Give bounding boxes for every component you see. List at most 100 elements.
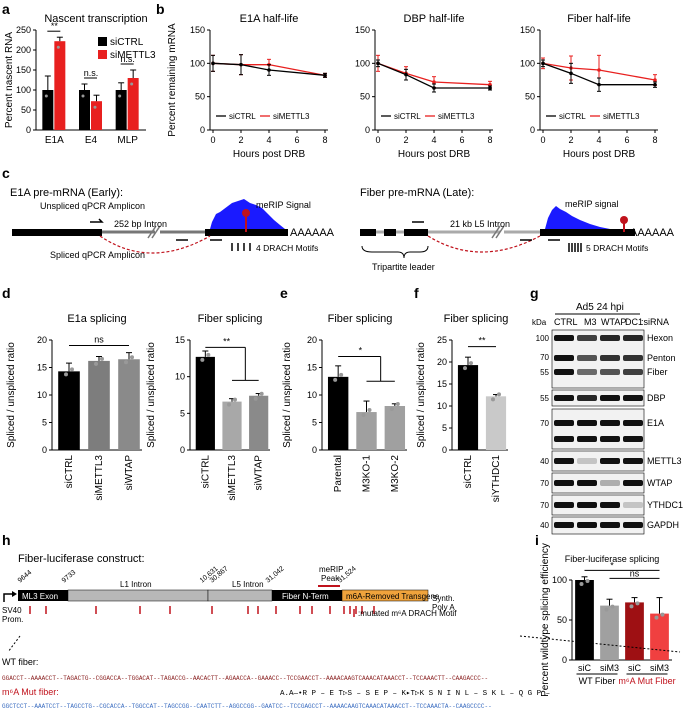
chart-e: Fiber splicing 0 5 10 15 20 Spliced / unsplice… xyxy=(282,313,407,492)
g-lane-1: CTRL xyxy=(554,317,578,327)
x-tick-label: 2 xyxy=(568,135,573,145)
y-tick-label: 200 xyxy=(16,45,31,55)
blot-band xyxy=(554,502,574,508)
e1a-exon1 xyxy=(12,229,102,236)
chart-title: Fiber half-life xyxy=(567,13,631,25)
h-polya: Poly A xyxy=(432,603,455,612)
data-point xyxy=(211,61,215,66)
fiber-break xyxy=(491,225,501,239)
x-tick-label: siYTHDC1 xyxy=(491,455,502,503)
series-line xyxy=(212,62,326,76)
legend-label-kd: siMETTL3 xyxy=(110,50,156,61)
promoter-arrow xyxy=(3,593,14,602)
panel-h-construct: Fiber-luciferase construct: SV40 Prom. M… xyxy=(2,553,681,710)
group-label: m⁶A Mut Fiber xyxy=(618,676,675,686)
blot-band xyxy=(577,355,597,361)
data-point xyxy=(597,82,601,87)
bar xyxy=(195,356,215,450)
legend-swatch-kd xyxy=(98,50,107,59)
blot-band xyxy=(623,458,643,464)
blot-band xyxy=(554,395,574,401)
x-tick-label: siWTAP xyxy=(254,455,265,491)
x-tick-label: 0 xyxy=(210,135,215,145)
data-point xyxy=(259,391,264,396)
x-tick-label: 6 xyxy=(624,135,629,145)
bar xyxy=(115,90,127,130)
y-axis-label: Percent nascent RNA xyxy=(4,32,15,128)
pos-1: 9644 xyxy=(17,569,34,584)
chart-title: Fiber splicing xyxy=(444,313,509,325)
x-tick-label: E4 xyxy=(85,135,98,146)
kda-marker: 55 xyxy=(540,368,549,377)
blot-band xyxy=(600,522,620,528)
zoom-line-left xyxy=(7,635,21,653)
data-point xyxy=(56,45,60,49)
e1a-merip-label: meRIP Signal xyxy=(256,200,311,210)
blot-label: DBP xyxy=(647,393,666,403)
bar xyxy=(222,401,242,450)
fiber-drach-label: 5 DRACH Motifs xyxy=(586,243,648,253)
y-tick-label: 5 xyxy=(180,408,185,418)
data-point xyxy=(395,402,400,406)
data-point xyxy=(130,355,134,360)
tpl-2 xyxy=(384,229,396,236)
bar xyxy=(650,613,669,660)
x-tick-label: siCTRL xyxy=(64,455,75,489)
blot-band xyxy=(600,369,620,375)
data-point xyxy=(463,366,467,371)
sig-label: ns xyxy=(630,568,640,578)
data-point xyxy=(124,360,128,365)
x-tick-label: 2 xyxy=(238,135,243,145)
blot-band xyxy=(577,369,597,375)
y-tick-label: 15 xyxy=(307,363,317,373)
fiber-nterm-label: Fiber N-Term xyxy=(282,592,329,601)
y-axis-label: Spliced / unspliced ratio xyxy=(6,342,17,448)
ml3-label: ML3 Exon xyxy=(22,592,58,601)
data-point xyxy=(94,361,98,366)
legend-label: siCTRL xyxy=(394,112,421,121)
kda-marker: 100 xyxy=(536,334,550,343)
x-tick-label: MLP xyxy=(117,135,138,146)
chart-d1: E1a splicing 0 5 10 15 20 Spliced / unspliced … xyxy=(6,313,142,501)
blot-band xyxy=(600,502,620,508)
blot-band xyxy=(554,436,574,442)
g-lane-3: WTAP xyxy=(601,317,626,327)
y-tick-label: 5 xyxy=(42,418,47,428)
wt-sequence: GGACCT--AAAACCT--TAGACTG--CGGACCA--TGGAC… xyxy=(2,675,488,682)
legend-swatch-ctrl xyxy=(98,37,107,46)
e1a-splice-arc xyxy=(99,235,211,254)
blot-band xyxy=(577,522,597,528)
bar xyxy=(91,101,102,130)
chart-b2: DBP half-life 0 50 100 150 0 2 4 6 8 Hours post DR… xyxy=(355,13,493,160)
legend-label: siCTRL xyxy=(229,112,256,121)
chart-title: Nascent transcription xyxy=(44,13,147,25)
e1a-drach-label: 4 DRACH Motifs xyxy=(256,243,318,253)
fiber-merip-label: meRIP signal xyxy=(565,199,618,209)
bar xyxy=(575,580,594,660)
blot-band xyxy=(600,436,620,442)
x-tick-label: siMETTL3 xyxy=(94,455,105,501)
mut-sequence: GGCTCCT--AAATCCT--TAGCCTG--CGCACCA--TGGC… xyxy=(2,703,492,710)
blot-frame xyxy=(551,408,645,450)
kda-marker: 55 xyxy=(540,394,549,403)
fiber-polya: AAAAAA xyxy=(630,227,675,239)
data-point xyxy=(653,78,657,82)
bar xyxy=(384,406,406,450)
panel-letter-c: c xyxy=(2,165,10,181)
x-tick-label: M3KO-2 xyxy=(390,455,401,493)
ml3-exon xyxy=(18,590,68,601)
blot-band xyxy=(554,480,574,486)
data-point xyxy=(597,68,601,72)
chart-title: Fiber-luciferase splicing xyxy=(565,554,660,564)
y-tick-label: 0 xyxy=(530,125,535,135)
fiber-intron-label: 21 kb L5 Intron xyxy=(450,219,510,229)
blot-band xyxy=(623,436,643,442)
y-axis-label: Spliced / unspliced ratio xyxy=(416,342,427,448)
y-tick-label: 15 xyxy=(437,379,447,389)
h-peak: Peak xyxy=(321,574,340,583)
y-tick-label: 50 xyxy=(195,92,205,102)
data-point xyxy=(653,82,657,87)
data-point xyxy=(227,402,231,407)
